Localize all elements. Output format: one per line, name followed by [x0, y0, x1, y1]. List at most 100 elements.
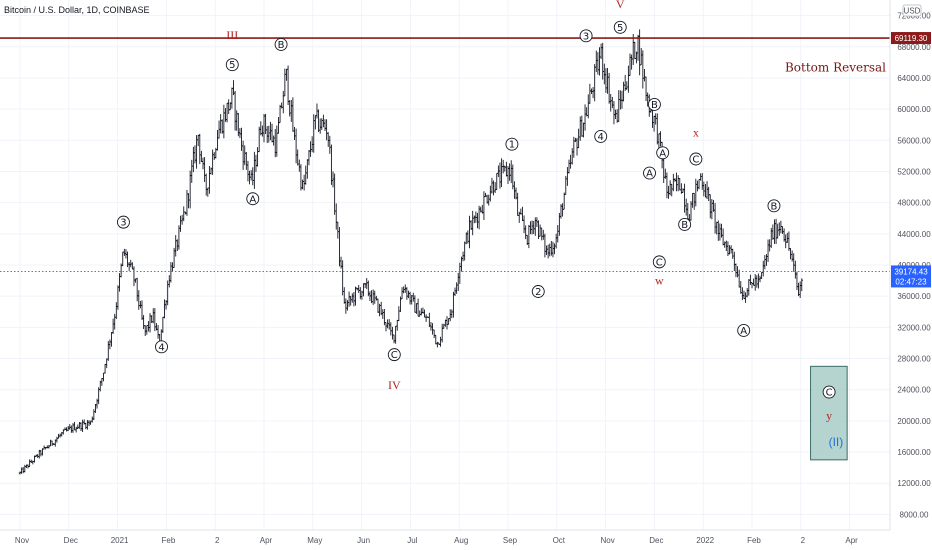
wave-circle-outline [643, 166, 656, 180]
ohlc-bar [428, 312, 431, 327]
wave-count-circle: 4 [594, 129, 608, 143]
ohlc-bar [45, 445, 49, 449]
ohlc-bar [328, 135, 332, 154]
ohlc-bar [151, 308, 155, 324]
ohlc-bar [238, 128, 242, 139]
ohlc-bar [293, 126, 296, 141]
ohlc-bar [140, 300, 144, 320]
ohlc-bar [222, 104, 226, 139]
wave-count-circle: A [656, 146, 670, 159]
ohlc-bar [713, 203, 717, 234]
ohlc-bar [684, 198, 688, 216]
ohlc-bar [495, 172, 499, 191]
wave-count-label: 1 [509, 140, 515, 151]
chart-title: Bitcoin / U.S. Dollar, 1D, COINBASE [4, 5, 150, 15]
wave-count-label: 4 [598, 132, 604, 143]
wave-count-label: B [771, 201, 778, 212]
ohlc-bar [92, 409, 96, 421]
ohlc-bar [200, 150, 203, 162]
ohlc-bar [259, 121, 263, 136]
ohlc-bar [655, 113, 659, 145]
ohlc-bar [596, 52, 600, 75]
ohlc-bar [339, 256, 343, 269]
ohlc-bar [548, 243, 552, 257]
ohlc-bar [262, 113, 266, 143]
wave-count-circle: B [274, 37, 288, 51]
grid-lines [0, 0, 890, 530]
ohlc-bar [766, 239, 770, 262]
wave-circle-outline [274, 37, 288, 51]
ohlc-bar [733, 251, 736, 272]
ohlc-bar [111, 318, 115, 334]
ohlc-bar [691, 192, 694, 208]
ohlc-bar [65, 427, 68, 432]
ohlc-bar [306, 159, 309, 179]
ohlc-bar [522, 215, 526, 234]
ohlc-bar [70, 425, 73, 433]
ohlc-bar [219, 114, 222, 134]
wave-degree-blue-label: (II) [829, 435, 844, 449]
ohlc-bar [429, 322, 433, 331]
ohlc-bar [792, 253, 796, 272]
ohlc-bar [408, 291, 412, 305]
price-tick-label: 24000.00 [897, 386, 931, 395]
ohlc-bar [628, 53, 632, 76]
wave-count-circle: A [737, 324, 751, 337]
time-tick-label: 2 [215, 536, 220, 545]
ohlc-bar [346, 300, 349, 311]
ohlc-bar [198, 133, 202, 165]
ohlc-bar [591, 87, 595, 99]
ohlc-bar [734, 263, 738, 278]
price-tick-label: 48000.00 [897, 199, 931, 208]
time-tick-label: Feb [747, 536, 761, 545]
ohlc-bar [532, 220, 535, 234]
ohlc-bar [95, 398, 99, 409]
ohlc-bar [668, 180, 672, 196]
ohlc-bar [352, 292, 356, 307]
ohlc-bar [330, 144, 333, 185]
price-tick-label: 16000.00 [897, 448, 931, 457]
time-tick-label: Dec [649, 536, 663, 545]
ohlc-bar [349, 295, 352, 306]
ohlc-bar [774, 218, 778, 244]
ohlc-bar [487, 194, 491, 206]
ohlc-bar [320, 118, 324, 130]
ohlc-bar [453, 287, 457, 296]
countdown-text: 02:47:23 [895, 277, 927, 286]
ohlc-bar [79, 422, 83, 432]
ohlc-bar [317, 109, 320, 133]
wave-circle-outline [822, 385, 836, 399]
ohlc-bar [718, 223, 722, 241]
ohlc-bar [294, 128, 298, 164]
ohlc-bar [103, 363, 107, 374]
wave-count-circle: 3 [117, 215, 130, 229]
ohlc-bar [652, 115, 656, 132]
ohlc-bar [123, 248, 126, 256]
ohlc-bar [256, 147, 259, 167]
ohlc-bar [230, 87, 234, 109]
ohlc-bar [39, 449, 43, 457]
ohlc-bar [299, 164, 303, 191]
wave-count-circle: C [652, 255, 666, 268]
ohlc-bar [192, 146, 195, 173]
ohlc-bar [415, 303, 418, 314]
ohlc-bar [208, 166, 211, 194]
ohlc-bar [625, 81, 629, 90]
ohlc-bar [644, 76, 648, 102]
wave-circle-outline [155, 340, 168, 354]
ohlc-bar [463, 241, 466, 261]
ohlc-bar [705, 181, 709, 200]
ohlc-bar [758, 275, 762, 283]
ohlc-bar [400, 287, 404, 300]
ohlc-bar [468, 215, 471, 249]
wave-count-label: A [646, 169, 653, 180]
ohlc-bar [471, 210, 474, 236]
price-tick-label: 60000.00 [897, 105, 931, 114]
ohlc-bar [784, 234, 788, 249]
price-tick-label: 68000.00 [897, 43, 931, 52]
ohlc-bar [278, 104, 282, 124]
last-price-text: 39174.43 [894, 267, 928, 276]
ohlc-bar [424, 314, 428, 322]
wave-count-label: C [656, 257, 663, 268]
